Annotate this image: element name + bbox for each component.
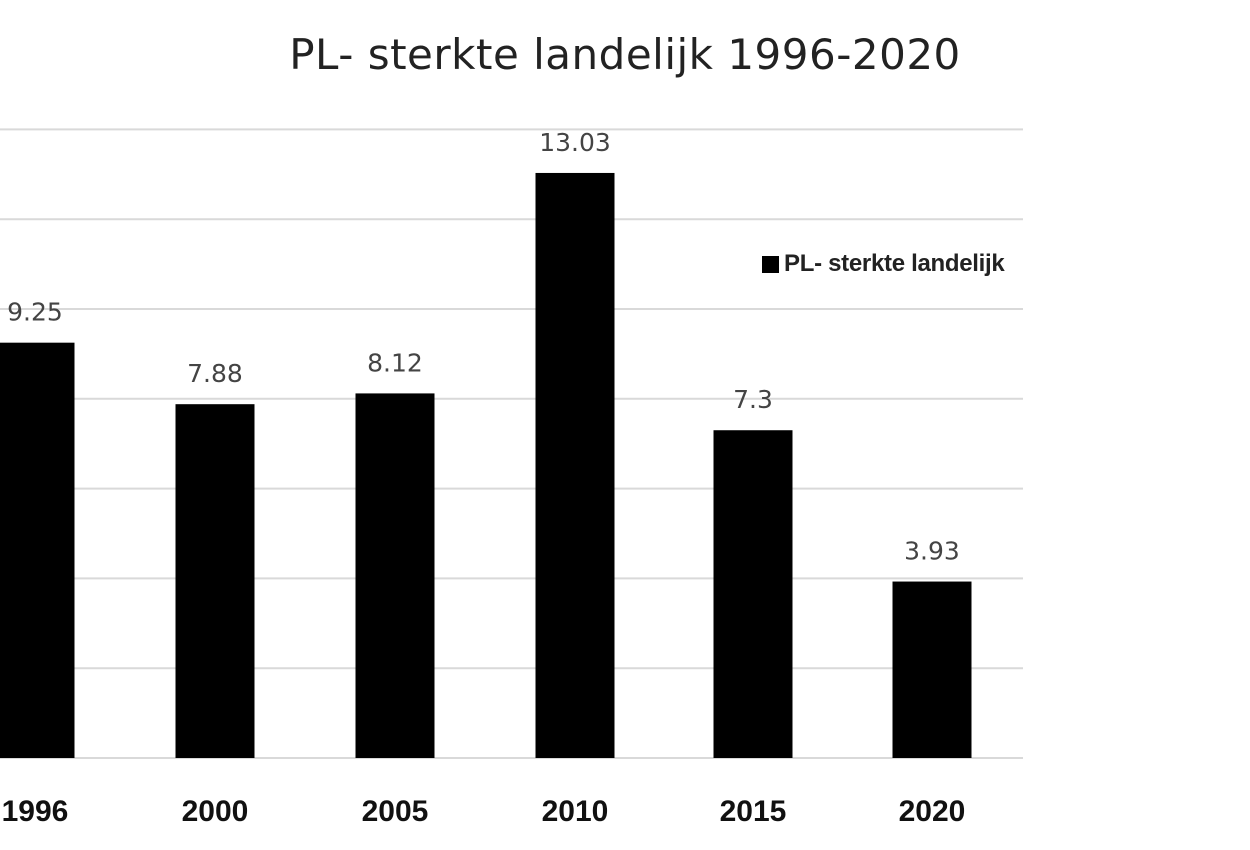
- x-tick-label-2000: 2000: [182, 795, 249, 828]
- legend: PL- sterkte landelijk: [762, 250, 1005, 278]
- data-label-2020: 3.93: [904, 537, 960, 566]
- data-label-2010: 13.03: [539, 128, 611, 157]
- data-label-2015: 7.3: [733, 385, 773, 414]
- bar-2005: [355, 393, 435, 758]
- bar-2010: [535, 172, 615, 758]
- data-label-2000: 7.88: [187, 359, 243, 388]
- legend-label: PL- sterkte landelijk: [784, 250, 1005, 277]
- x-tick-label-2015: 2015: [720, 795, 787, 828]
- x-tick-label-2005: 2005: [362, 795, 429, 828]
- legend-swatch: [762, 255, 779, 273]
- chart-title: PL- sterkte landelijk 1996-2020: [289, 30, 961, 79]
- bar-2015: [713, 430, 793, 758]
- x-tick-label-1996: 1996: [2, 795, 69, 828]
- bar-2020: [892, 581, 972, 758]
- x-tick-label-2010: 2010: [542, 795, 609, 828]
- bar-2000: [175, 404, 255, 758]
- x-tick-label-2020: 2020: [899, 795, 966, 828]
- bar-1996: [0, 342, 75, 758]
- data-label-2005: 8.12: [367, 348, 423, 377]
- data-label-1996: 9.25: [7, 298, 63, 327]
